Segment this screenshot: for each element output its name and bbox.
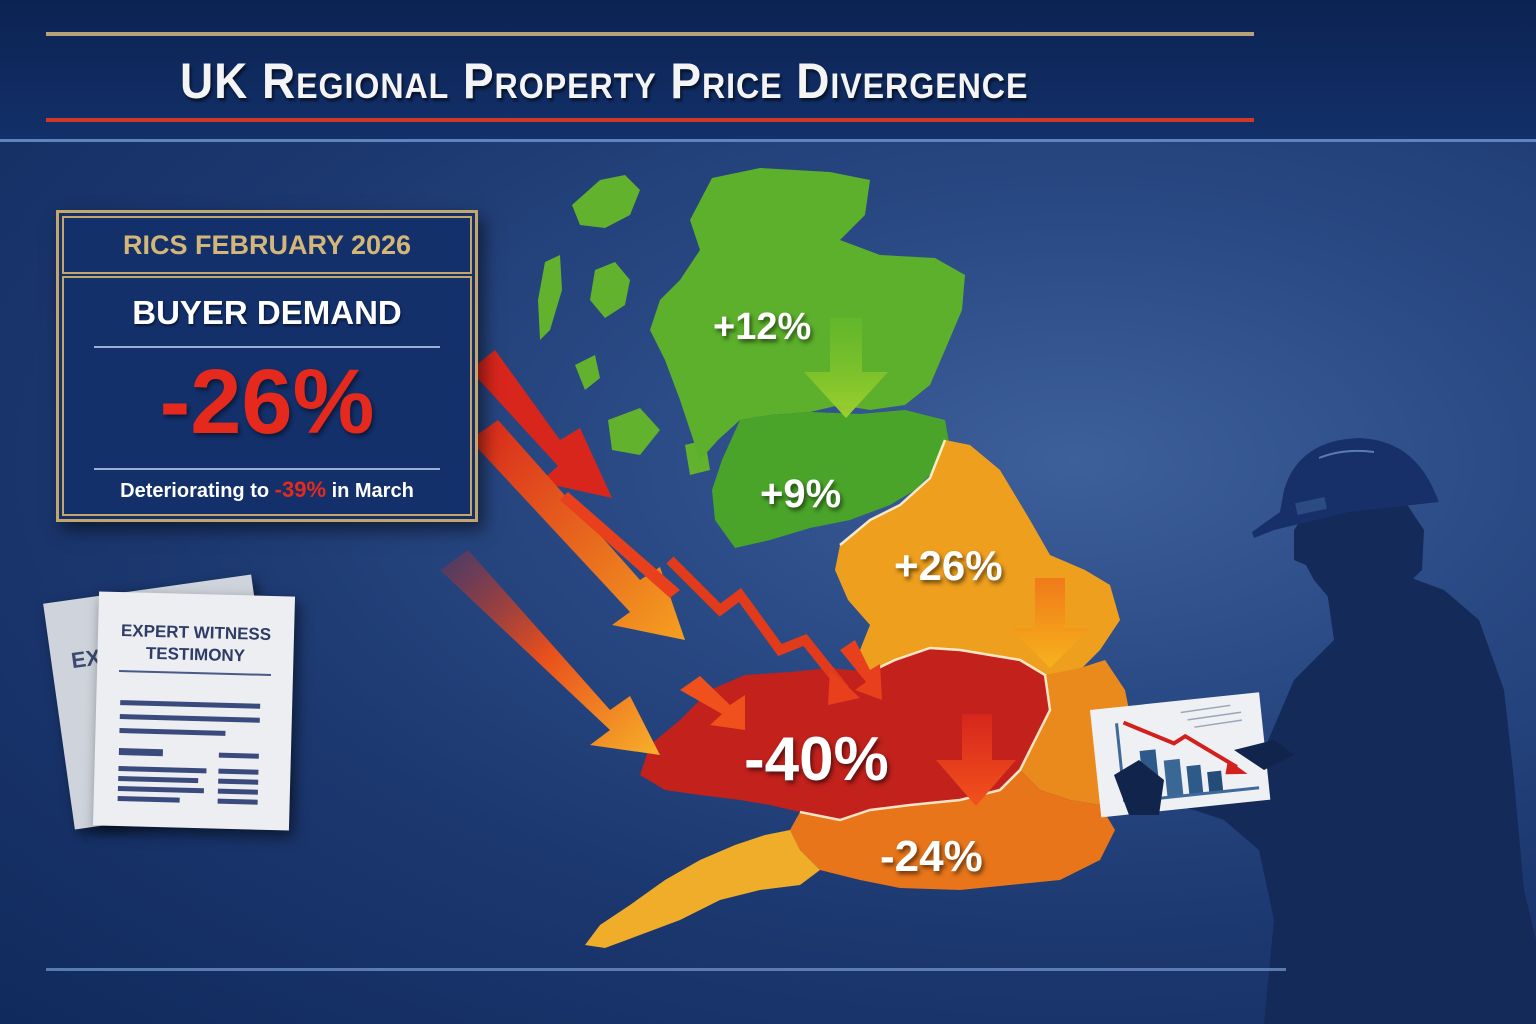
- region-label-northern-england: +26%: [894, 542, 1003, 589]
- region-label-south-east: -24%: [880, 832, 983, 881]
- region-label-northern-scotland: +12%: [713, 306, 812, 348]
- document-text-line: [117, 786, 204, 794]
- document-text-line: [118, 748, 163, 757]
- expert-witness-document: EXPERT WITNESS TESTIMONY: [92, 591, 296, 831]
- region-midlands-wales: [640, 648, 1050, 820]
- buyer-demand-label: BUYER DEMAND: [132, 294, 402, 331]
- surveyor-silhouette: [1090, 438, 1536, 1024]
- document-text-line: [218, 778, 259, 785]
- document-text-line: [119, 728, 226, 736]
- note-prefix: Deteriorating to: [120, 480, 270, 502]
- header-red-rule: [46, 118, 1254, 122]
- note-value: -39%: [274, 477, 326, 502]
- region-label-southern-scotland: +9%: [760, 472, 842, 516]
- header-separator: [0, 139, 1536, 142]
- note-suffix: in March: [331, 480, 414, 502]
- card-divider: [94, 346, 440, 348]
- document-text-line: [120, 700, 261, 709]
- rics-card-heading: RICS FEBRUARY 2026: [62, 216, 472, 274]
- region-northern-scotland: [650, 168, 965, 460]
- document-rule: [118, 670, 271, 677]
- region-south-west: [585, 830, 820, 948]
- document-text-line: [217, 788, 258, 795]
- green-down-arrow: [804, 318, 888, 418]
- footer-rule: [46, 968, 1286, 971]
- scotland-islands: [538, 175, 710, 475]
- page-title: UK Regional Property Price Divergence: [180, 53, 1029, 109]
- rics-stat-card: RICS FEBRUARY 2026 BUYER DEMAND -26% Det…: [56, 210, 478, 522]
- region-southern-scotland: [712, 410, 950, 548]
- card-divider: [94, 468, 440, 470]
- document-text-line: [218, 752, 259, 759]
- deterioration-note: Deteriorating to -39% in March: [64, 477, 470, 503]
- document-text-line: [217, 798, 258, 805]
- document-text-line: [218, 768, 259, 775]
- region-south-east: [790, 770, 1115, 890]
- rics-card-body: BUYER DEMAND -26% Deteriorating to -39% …: [62, 276, 472, 516]
- document-text-line: [118, 776, 199, 784]
- document-text-line: [119, 714, 260, 723]
- document-text-line: [117, 796, 180, 803]
- header-gold-rule: [46, 32, 1254, 36]
- orange-down-arrow: [1010, 578, 1090, 668]
- document-text-line: [118, 766, 207, 774]
- red-down-arrow: [936, 714, 1016, 806]
- buyer-demand-value: -26%: [159, 351, 375, 453]
- region-label-midlands-wales: -40%: [744, 725, 889, 794]
- trend-arrows: [440, 350, 882, 755]
- document-title: EXPERT WITNESS TESTIMONY: [97, 619, 294, 668]
